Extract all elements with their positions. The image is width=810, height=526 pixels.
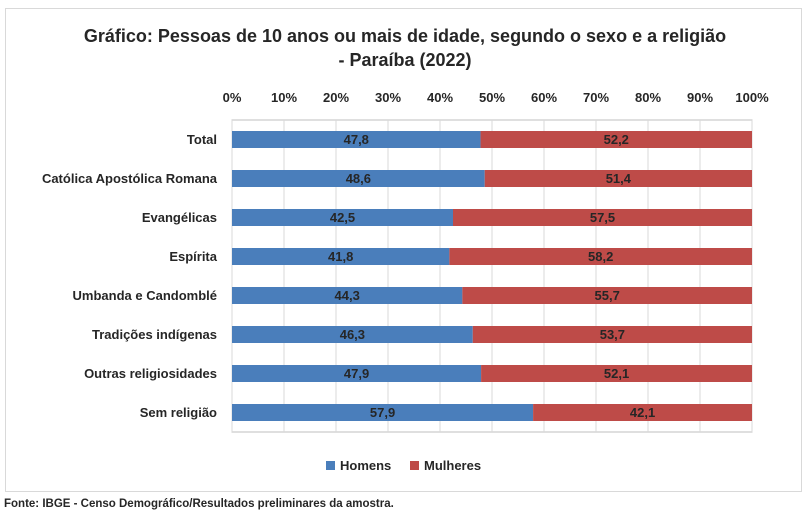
data-label: 42,5 [330,210,355,225]
data-label: 52,1 [604,366,629,381]
x-tick-label: 70% [583,90,609,105]
category-label: Tradições indígenas [92,327,217,342]
x-tick-label: 80% [635,90,661,105]
chart-title: Gráfico: Pessoas de 10 anos ou mais de i… [0,24,810,72]
x-tick-label: 10% [271,90,297,105]
data-label: 41,8 [328,249,353,264]
bar-homens [232,404,534,421]
category-label: Umbanda e Candomblé [73,288,217,303]
data-label: 55,7 [595,288,620,303]
bar-mulheres [472,326,752,343]
bar-mulheres [484,170,752,187]
x-tick-label: 20% [323,90,349,105]
x-tick-label: 30% [375,90,401,105]
x-tick-label: 50% [479,90,505,105]
bar-homens [232,209,453,226]
data-label: 44,3 [335,288,360,303]
bar-mulheres [533,404,752,421]
legend-swatch [410,461,419,470]
x-tick-label: 40% [427,90,453,105]
legend-swatch [326,461,335,470]
data-label: 46,3 [340,327,365,342]
bar-homens [232,248,450,265]
x-tick-label: 100% [735,90,769,105]
bar-mulheres [449,248,752,265]
data-label: 57,9 [370,405,395,420]
bar-mulheres [453,209,752,226]
bar-homens [232,131,481,148]
data-label: 58,2 [588,249,613,264]
legend-label: Homens [340,458,391,473]
data-label: 48,6 [346,171,371,186]
data-label: 47,9 [344,366,369,381]
bar-homens [232,287,463,304]
bar-homens [232,365,482,382]
source-note: Fonte: IBGE - Censo Demográfico/Resultad… [4,498,394,510]
bar-homens [232,170,485,187]
legend-label: Mulheres [424,458,481,473]
category-label: Total [187,132,217,147]
data-label: 42,1 [630,405,655,420]
x-tick-label: 90% [687,90,713,105]
data-label: 51,4 [606,171,632,186]
category-label: Sem religião [140,405,217,420]
bar-mulheres [481,365,752,382]
data-label: 57,5 [590,210,615,225]
bar-mulheres [480,131,752,148]
category-label: Espírita [169,249,217,264]
category-label: Católica Apostólica Romana [42,171,218,186]
bar-homens [232,326,473,343]
data-label: 52,2 [604,132,629,147]
bar-mulheres [462,287,752,304]
chart-title-line-2: - Paraíba (2022) [338,50,472,70]
chart-title-line-1: Gráfico: Pessoas de 10 anos ou mais de i… [83,26,727,46]
x-tick-label: 60% [531,90,557,105]
data-label: 53,7 [600,327,625,342]
x-tick-label: 0% [223,90,242,105]
category-label: Outras religiosidades [84,366,217,381]
data-label: 47,8 [344,132,369,147]
category-label: Evangélicas [142,210,217,225]
